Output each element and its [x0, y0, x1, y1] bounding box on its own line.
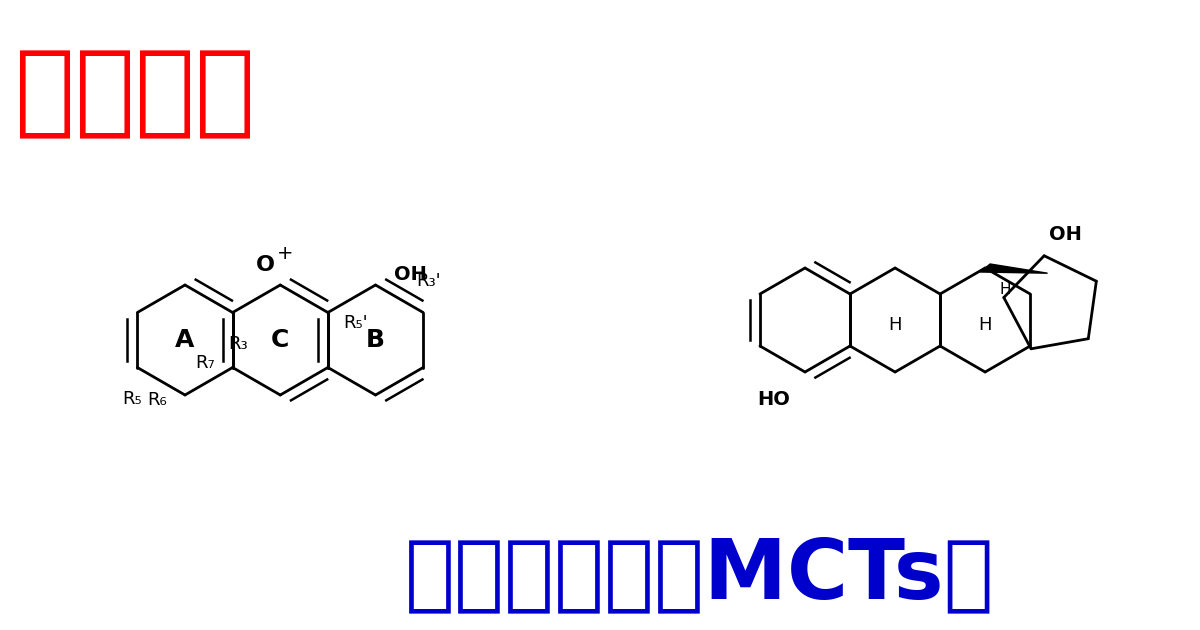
Text: H: H	[1000, 282, 1010, 297]
Text: R₆: R₆	[148, 391, 167, 409]
Text: H: H	[978, 316, 992, 334]
Text: 注目成分: 注目成分	[14, 45, 256, 142]
Text: C: C	[271, 328, 289, 352]
Text: R₇: R₇	[194, 353, 215, 372]
Text: R₅: R₅	[122, 389, 142, 408]
Text: OH: OH	[1049, 225, 1082, 244]
Text: 中鎖脂肪酸（MCTs）: 中鎖脂肪酸（MCTs）	[406, 534, 995, 616]
Text: O: O	[256, 255, 275, 275]
Text: B: B	[366, 328, 385, 352]
Text: R₃: R₃	[228, 335, 247, 353]
Text: R₅': R₅'	[343, 314, 367, 331]
Text: +: +	[277, 244, 294, 263]
Text: R₃': R₃'	[416, 273, 440, 290]
Polygon shape	[980, 264, 1048, 273]
Text: A: A	[175, 328, 194, 352]
Text: H: H	[888, 316, 902, 334]
Text: HO: HO	[757, 390, 790, 409]
Text: OH: OH	[394, 265, 426, 285]
